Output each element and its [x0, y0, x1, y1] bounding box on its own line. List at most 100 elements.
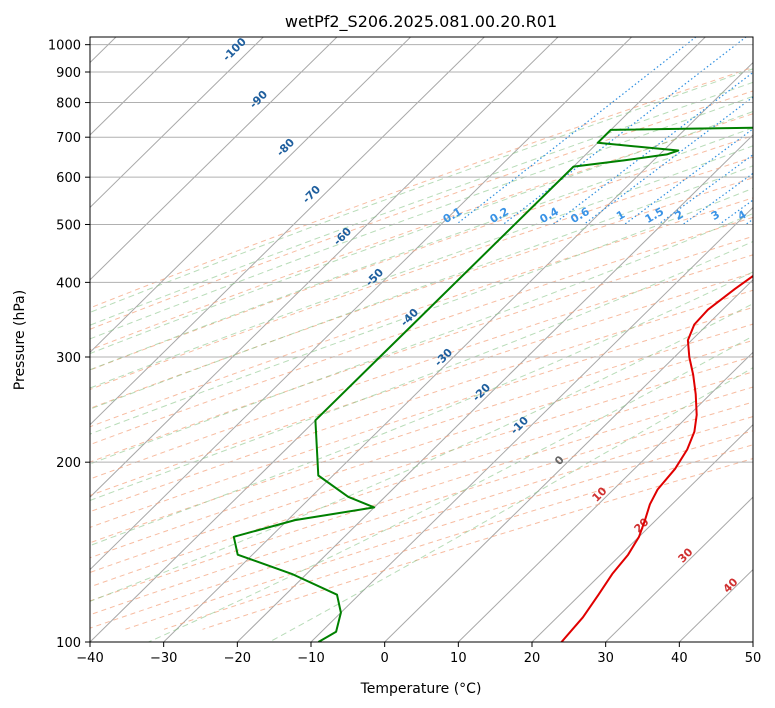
x-axis: −40 −30 −20 −10 0 10 20 30 40 50 — [76, 642, 761, 666]
y-tick-label: 400 — [56, 276, 81, 291]
dry-adiabat-line — [90, 272, 753, 497]
x-tick-label: −20 — [224, 651, 251, 666]
dry-adiabat-line — [90, 416, 753, 629]
isotherm-line — [236, 134, 753, 642]
chart-title: wetPf2_S206.2025.081.00.20.R01 — [285, 12, 557, 32]
dry-adiabat-line — [90, 90, 753, 330]
mixing-ratio-line — [552, 71, 753, 225]
isotherm-line — [162, 61, 753, 642]
dry-adiabat-line — [90, 135, 753, 371]
dry-adiabat-line — [90, 323, 753, 544]
x-tick-label: 30 — [597, 651, 614, 666]
mixing-ratio-line — [624, 128, 753, 225]
mixing-ratio-label: 0.6 — [568, 205, 592, 226]
y-tick-label: 700 — [56, 131, 81, 146]
mixing-ratio-line — [455, 37, 697, 225]
x-tick-label: −40 — [76, 651, 103, 666]
moist-adiabat-line — [90, 303, 753, 602]
x-tick-label: −10 — [297, 651, 324, 666]
mixing-ratio-line — [502, 37, 747, 225]
moist-adiabat-line — [90, 187, 753, 435]
mixing-ratio-label: 0.4 — [538, 205, 562, 226]
isotherm-line — [90, 37, 559, 498]
isotherm-label: -90 — [247, 88, 270, 111]
isotherm-line — [90, 37, 265, 209]
isotherm-label: 40 — [721, 575, 741, 595]
mixing-ratio-label: 0.1 — [441, 205, 464, 226]
y-tick-label: 1000 — [48, 39, 81, 54]
moist-adiabat-line — [90, 213, 753, 465]
mixing-ratio-label: 0.2 — [488, 205, 511, 226]
x-tick-label: 40 — [671, 651, 688, 666]
mixing-ratio-label: 1.5 — [643, 205, 666, 226]
x-tick-label: 20 — [524, 651, 541, 666]
isotherm-label: -100 — [220, 35, 249, 64]
mixing-ratio-label: 1 — [614, 208, 627, 223]
dry-adiabat-line — [90, 66, 753, 309]
isotherm-line — [457, 351, 753, 642]
background-reference-lines — [90, 37, 753, 642]
dry-adiabat-line — [90, 197, 753, 428]
dry-adiabat-line — [90, 216, 753, 446]
dry-adiabat-line — [90, 339, 753, 559]
moist-adiabat-line — [90, 165, 753, 410]
isotherm-label: -70 — [300, 183, 323, 206]
moist-adiabat-line — [148, 335, 753, 642]
moist-adiabat-line — [90, 271, 753, 547]
isotherm-label: -60 — [331, 225, 354, 248]
isotherm-line — [752, 641, 753, 642]
plot-frame — [89, 36, 754, 643]
moist-adiabat-line — [90, 145, 753, 389]
y-tick-label: 900 — [56, 66, 81, 81]
y-tick-label: 300 — [56, 351, 81, 366]
pressure-grid-lines — [90, 44, 753, 642]
x-tick-label: 10 — [450, 651, 467, 666]
moist-adiabat-line — [90, 110, 753, 355]
isotherm-line — [90, 37, 486, 426]
isotherm-line — [90, 37, 338, 281]
isotherm-label: -80 — [274, 136, 297, 159]
y-axis-label: Pressure (hPa) — [12, 290, 28, 390]
y-tick-label: 800 — [56, 97, 81, 112]
y-tick-label: 200 — [56, 456, 81, 471]
x-tick-label: −30 — [150, 651, 177, 666]
dry-adiabat-line — [90, 177, 753, 409]
reference-line-labels: 0.10.20.40.611.52346810131620253036-100-… — [220, 35, 749, 596]
x-tick-label: 50 — [745, 651, 762, 666]
dry-adiabat-line — [90, 156, 753, 391]
moist-adiabat-line — [90, 68, 753, 313]
y-axis: 100 200 300 400 500 600 700 800 900 1000 — [48, 39, 90, 651]
isotherm-label: -20 — [470, 381, 493, 404]
mixing-ratio-label: 3 — [709, 208, 722, 223]
isotherm-label: -40 — [398, 306, 421, 329]
mixing-ratio-label: 4 — [735, 208, 748, 223]
profile-series — [232, 126, 753, 642]
isotherm-label: -30 — [432, 346, 455, 369]
mixing-ratio-label: 2 — [673, 208, 686, 223]
dry-adiabat-line — [90, 306, 753, 528]
isotherm-label: 0 — [552, 453, 567, 468]
x-axis-label: Temperature (°C) — [360, 681, 482, 697]
moist-adiabat-line — [90, 95, 753, 340]
y-tick-label: 600 — [56, 171, 81, 186]
y-tick-label: 500 — [56, 218, 81, 233]
moist-adiabat-line — [90, 81, 753, 326]
isotherm-line — [90, 37, 412, 353]
dry-adiabat-line — [90, 355, 753, 573]
dry-adiabat-line — [90, 371, 753, 588]
dewpoint-profile-line — [232, 126, 753, 642]
isotherm-line — [531, 424, 753, 642]
dry-adiabat-line — [90, 254, 753, 480]
isotherm-label: -10 — [508, 414, 531, 437]
dry-adiabat-line — [90, 113, 753, 351]
isotherm-line — [604, 496, 753, 642]
y-tick-label: 100 — [56, 636, 81, 651]
dry-adiabat-line — [90, 235, 753, 463]
isotherm-label: 20 — [632, 515, 652, 535]
dry-adiabat-line — [90, 289, 753, 513]
x-tick-label: 0 — [381, 651, 389, 666]
temperature-profile-line — [560, 274, 753, 642]
dry-adiabat-line — [90, 401, 753, 616]
moist-adiabat-line — [90, 240, 753, 501]
